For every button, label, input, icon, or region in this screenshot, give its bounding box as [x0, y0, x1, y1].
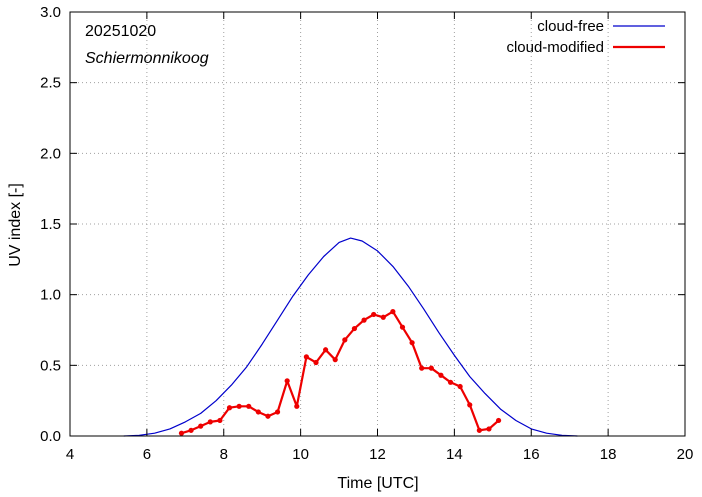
data-point-cloud-modified [351, 325, 358, 332]
x-tick-label: 14 [446, 446, 463, 463]
data-point-cloud-modified [236, 403, 242, 409]
y-axis-title: UV index [-] [7, 183, 24, 267]
data-point-cloud-modified [246, 403, 252, 409]
data-point-cloud-modified [371, 311, 377, 318]
data-point-cloud-modified [274, 409, 281, 415]
data-point-cloud-modified [188, 427, 194, 433]
x-tick-label: 4 [66, 446, 74, 463]
data-point-cloud-modified [217, 417, 223, 424]
data-point-cloud-modified [265, 413, 271, 419]
data-point-cloud-modified [323, 347, 329, 353]
x-tick-label: 8 [220, 446, 228, 463]
data-point-cloud-modified [207, 419, 213, 425]
x-axis-title: Time [UTC] [337, 475, 418, 492]
x-tick-label: 6 [143, 446, 151, 463]
location-annotation: Schiermonnikoog [85, 50, 209, 67]
data-point-cloud-modified [226, 405, 233, 411]
data-point-cloud-modified [178, 430, 185, 436]
series-line-cloud-modified [181, 310, 500, 435]
data-point-cloud-modified [495, 417, 502, 424]
data-point-cloud-modified [342, 337, 348, 343]
data-point-cloud-modified [303, 354, 309, 360]
series-line-cloud-free [123, 237, 578, 437]
data-point-cloud-modified [332, 357, 338, 363]
data-point-cloud-modified [284, 378, 290, 384]
y-tick-label: 1.0 [40, 287, 61, 304]
data-point-cloud-modified [419, 365, 425, 371]
data-point-cloud-modified [294, 403, 300, 409]
data-point-cloud-modified [380, 314, 386, 320]
x-tick-label: 16 [523, 446, 540, 463]
x-tick-label: 20 [677, 446, 694, 463]
legend: cloud-free cloud-modified [506, 18, 665, 56]
data-point-cloud-modified [428, 365, 434, 371]
data-point-cloud-modified [399, 324, 406, 330]
x-tick-label: 10 [292, 446, 309, 463]
data-point-cloud-modified [486, 426, 492, 432]
y-tick-label: 3.0 [40, 4, 61, 21]
data-point-cloud-modified [476, 427, 482, 433]
y-tick-label: 0.0 [40, 428, 61, 445]
grid [70, 12, 685, 436]
axis-ticks: 4 6 8 10 12 14 16 18 20 0.0 0.5 1.0 1.5 2.0 2.5 3.0 [40, 4, 693, 463]
data-point-cloud-modified [467, 402, 473, 408]
data-point-cloud-modified [447, 379, 454, 385]
y-tick-label: 0.5 [40, 357, 61, 374]
date-annotation: 20251020 [85, 23, 156, 40]
data-point-cloud-modified [409, 340, 415, 346]
y-tick-label: 2.0 [40, 145, 61, 162]
data-point-cloud-modified [198, 423, 204, 429]
data-point-cloud-modified [457, 383, 463, 390]
y-tick-label: 1.5 [40, 216, 61, 233]
x-tick-label: 18 [600, 446, 617, 463]
data-point-cloud-modified [390, 309, 396, 315]
data-point-cloud-modified [255, 409, 261, 415]
legend-label-cloud-free: cloud-free [537, 18, 604, 35]
y-tick-label: 2.5 [40, 75, 61, 92]
data-point-cloud-modified [438, 372, 444, 378]
legend-label-cloud-modified: cloud-modified [506, 39, 604, 56]
series-layer [123, 237, 578, 437]
data-point-cloud-modified [361, 317, 367, 323]
x-tick-label: 12 [369, 446, 386, 463]
data-point-cloud-modified [313, 359, 319, 366]
